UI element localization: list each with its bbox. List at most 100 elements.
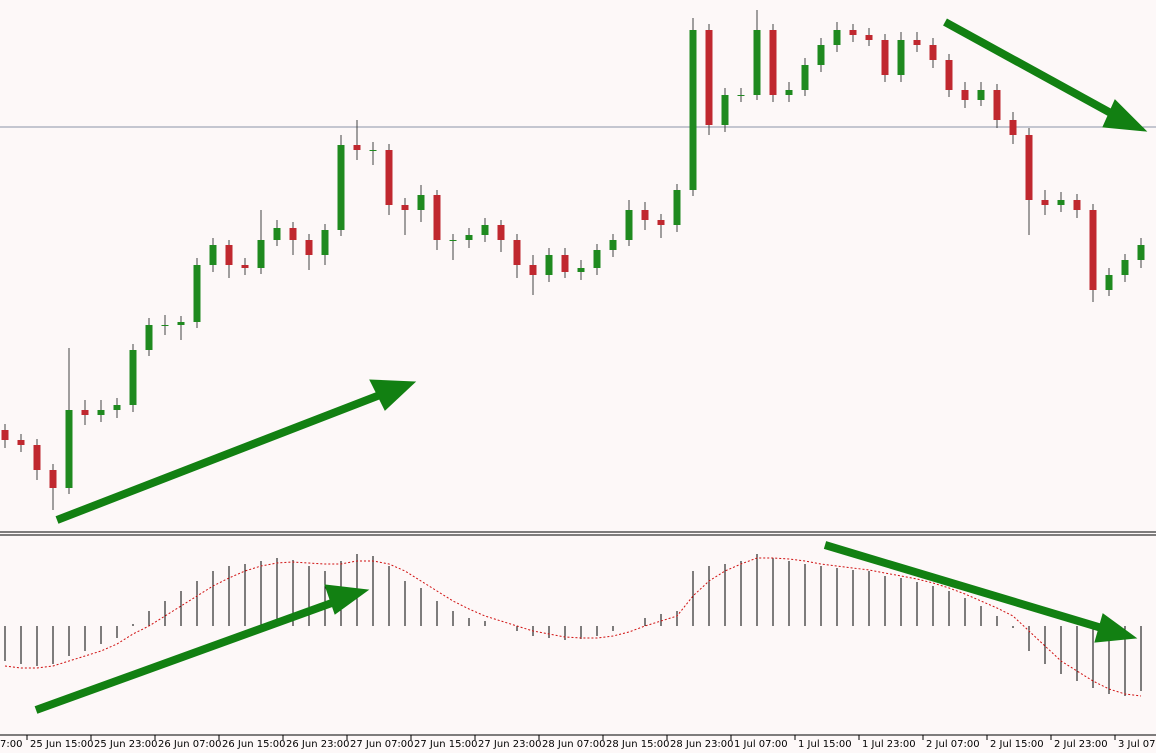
x-tick-label: 1 Jul 15:00 bbox=[798, 739, 852, 750]
x-tick-label: 25 Jun 15:00 bbox=[30, 739, 94, 750]
candle-body bbox=[1073, 200, 1081, 210]
macd-panel bbox=[4, 554, 1142, 697]
x-tick-label: 2 Jul 07:00 bbox=[926, 739, 980, 750]
candle-body bbox=[321, 230, 329, 255]
candle-body bbox=[353, 145, 361, 150]
arrow-head bbox=[369, 379, 417, 411]
candle-body bbox=[737, 95, 745, 96]
candle-body bbox=[401, 205, 409, 210]
candle-body bbox=[929, 45, 937, 60]
candle-body bbox=[513, 240, 521, 265]
candle-body bbox=[257, 240, 265, 268]
x-tick-label: 27 Jun 15:00 bbox=[414, 739, 478, 750]
candle-body bbox=[241, 265, 249, 268]
candle-body bbox=[289, 228, 297, 240]
candle-body bbox=[849, 30, 857, 35]
candle-body bbox=[881, 40, 889, 75]
candle-body bbox=[177, 322, 185, 325]
candle-body bbox=[337, 145, 345, 230]
candle-body bbox=[561, 255, 569, 272]
x-tick-label: 2 Jul 23:00 bbox=[1054, 739, 1108, 750]
candle-body bbox=[977, 90, 985, 100]
arrow bbox=[823, 541, 1107, 633]
candle-body bbox=[161, 325, 169, 326]
candle-body bbox=[657, 220, 665, 225]
x-tick-label: 28 Jun 23:00 bbox=[670, 739, 734, 750]
candle-body bbox=[753, 30, 761, 95]
candle-body bbox=[65, 410, 73, 488]
candle-body bbox=[721, 95, 729, 125]
candle-body bbox=[97, 410, 105, 415]
candle-body bbox=[785, 90, 793, 95]
arrow bbox=[34, 596, 342, 714]
candle-body bbox=[193, 265, 201, 322]
candle-body bbox=[305, 240, 313, 255]
arrow-head bbox=[1094, 613, 1138, 643]
candle-body bbox=[113, 405, 121, 410]
candle-body bbox=[625, 210, 633, 240]
candle-body bbox=[225, 245, 233, 265]
candle-body bbox=[417, 195, 425, 210]
candle-body bbox=[449, 240, 457, 241]
candle-body bbox=[577, 268, 585, 272]
x-tick-label: 26 Jun 23:00 bbox=[286, 739, 350, 750]
candle-body bbox=[609, 240, 617, 250]
x-tick-label: 26 Jun 07:00 bbox=[158, 739, 222, 750]
x-tick-label: 27 Jun 07:00 bbox=[350, 739, 414, 750]
candle-body bbox=[1105, 275, 1113, 290]
signal-line bbox=[4, 557, 1142, 697]
candle-body bbox=[769, 30, 777, 95]
x-tick-label: 1 Jul 07:00 bbox=[734, 739, 788, 750]
candle-body bbox=[593, 250, 601, 268]
candle-body bbox=[1121, 260, 1129, 275]
arrow-head bbox=[1102, 99, 1148, 132]
candle-body bbox=[369, 150, 377, 151]
candle-body bbox=[481, 225, 489, 235]
candle-body bbox=[1137, 245, 1145, 260]
arrow bbox=[55, 389, 387, 524]
x-tick-label: 2 Jul 15:00 bbox=[990, 739, 1044, 750]
x-tick-label: 27 Jun 23:00 bbox=[478, 739, 542, 750]
x-tick-label: 26 Jun 15:00 bbox=[222, 739, 286, 750]
x-tick-label: 3 Jul 07:0 bbox=[1118, 739, 1156, 750]
candle-body bbox=[497, 225, 505, 240]
candle-body bbox=[1089, 210, 1097, 290]
candle-body bbox=[1009, 120, 1017, 135]
candle-body bbox=[1041, 200, 1049, 205]
candle-body bbox=[705, 30, 713, 125]
x-tick-label: 28 Jun 15:00 bbox=[606, 739, 670, 750]
candle-body bbox=[817, 45, 825, 65]
candle-body bbox=[1, 430, 9, 440]
candle-body bbox=[145, 325, 153, 350]
candle-body bbox=[945, 60, 953, 90]
candle-body bbox=[545, 255, 553, 275]
candle-body bbox=[1057, 200, 1065, 205]
candle-body bbox=[641, 210, 649, 220]
candle-body bbox=[913, 40, 921, 45]
x-tick-label: 7:00 bbox=[0, 739, 22, 750]
candle-body bbox=[833, 30, 841, 45]
candle-body bbox=[209, 245, 217, 265]
arrow-head bbox=[324, 584, 370, 615]
candle-body bbox=[129, 350, 137, 405]
x-tick-label: 25 Jun 23:00 bbox=[94, 739, 158, 750]
x-axis-labels: 7:00 25 Jun 15:00 25 Jun 23:00 26 Jun 07:00… bbox=[0, 735, 1156, 750]
candle-body bbox=[865, 35, 873, 40]
candle-body bbox=[529, 265, 537, 275]
x-tick-label: 28 Jun 07:00 bbox=[542, 739, 606, 750]
price-panel bbox=[0, 10, 1156, 510]
candle-body bbox=[993, 90, 1001, 120]
trend-arrows bbox=[34, 18, 1148, 714]
candle-body bbox=[33, 445, 41, 470]
candle-body bbox=[433, 195, 441, 240]
candle-body bbox=[465, 235, 473, 240]
candle-body bbox=[49, 470, 57, 488]
arrow bbox=[943, 18, 1120, 121]
candle-body bbox=[273, 228, 281, 240]
candle-body bbox=[17, 440, 25, 445]
x-tick-label: 1 Jul 23:00 bbox=[862, 739, 916, 750]
candle-body bbox=[1025, 135, 1033, 200]
candle-body bbox=[961, 90, 969, 100]
